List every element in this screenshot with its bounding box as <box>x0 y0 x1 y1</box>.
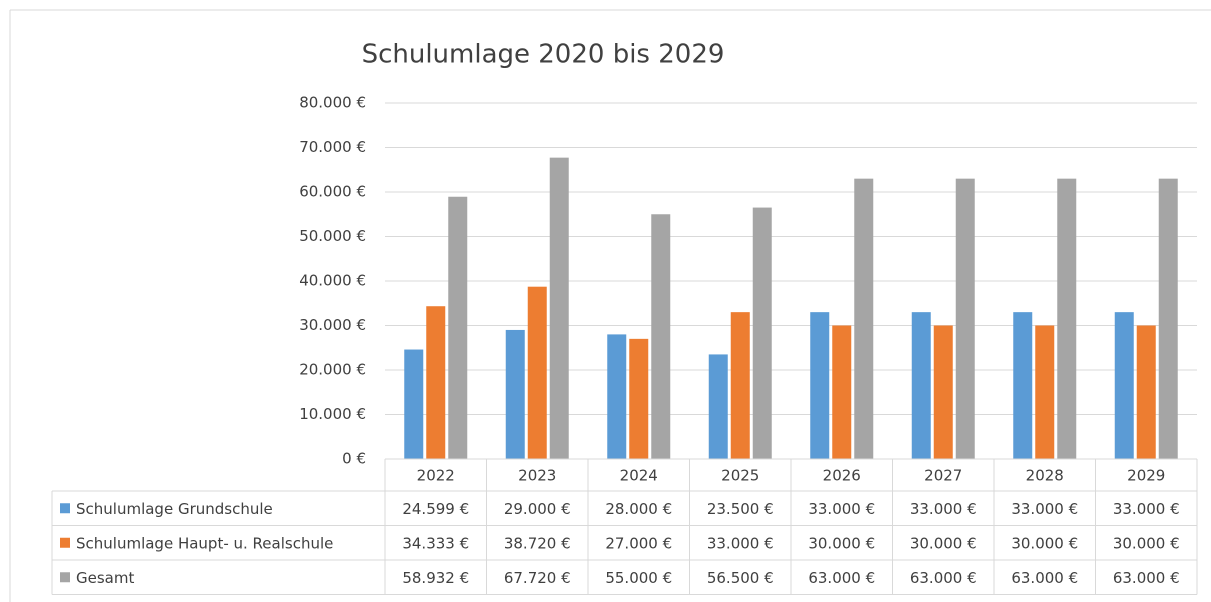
y-tick-label: 10.000 € <box>299 405 366 423</box>
x-tick-label: 2028 <box>1026 467 1064 485</box>
table-value: 33.000 € <box>1113 500 1180 518</box>
bar <box>1035 325 1055 459</box>
table-value: 63.000 € <box>1011 569 1078 587</box>
bar <box>1013 312 1033 459</box>
y-tick-label: 40.000 € <box>299 272 366 290</box>
y-tick-label: 70.000 € <box>299 138 366 156</box>
bar <box>1114 312 1134 459</box>
table-value: 33.000 € <box>707 534 774 552</box>
bar <box>854 178 874 459</box>
legend-key <box>60 572 70 583</box>
table-value: 30.000 € <box>1113 534 1180 552</box>
bar <box>752 207 772 459</box>
bar <box>810 312 830 459</box>
legend-label: Gesamt <box>76 569 134 587</box>
legend-key <box>60 537 70 548</box>
x-tick-label: 2025 <box>721 467 759 485</box>
x-tick-label: 2026 <box>823 467 861 485</box>
legend-label: Schulumlage Haupt- u. Realschule <box>76 534 333 552</box>
bar <box>505 329 525 459</box>
bar <box>911 312 931 459</box>
bar <box>708 354 728 459</box>
table-value: 33.000 € <box>1011 500 1078 518</box>
bar <box>629 338 649 459</box>
table-value: 30.000 € <box>808 534 875 552</box>
table-value: 55.000 € <box>605 569 672 587</box>
bar <box>607 334 627 459</box>
table-value: 24.599 € <box>402 500 469 518</box>
bar <box>448 196 468 459</box>
legend-label: Schulumlage Grundschule <box>76 500 273 518</box>
table-value: 23.500 € <box>707 500 774 518</box>
x-tick-label: 2029 <box>1127 467 1165 485</box>
table-value: 30.000 € <box>910 534 977 552</box>
table-value: 28.000 € <box>605 500 672 518</box>
x-tick-label: 2022 <box>417 467 455 485</box>
table-value: 58.932 € <box>402 569 469 587</box>
bar <box>651 214 671 459</box>
legend-key <box>60 503 70 514</box>
table-value: 33.000 € <box>910 500 977 518</box>
table-value: 63.000 € <box>808 569 875 587</box>
table-value: 29.000 € <box>504 500 571 518</box>
x-tick-label: 2023 <box>518 467 556 485</box>
bar <box>730 312 750 459</box>
bar <box>955 178 975 459</box>
table-value: 30.000 € <box>1011 534 1078 552</box>
x-tick-label: 2027 <box>924 467 962 485</box>
table-value: 63.000 € <box>910 569 977 587</box>
bar <box>1136 325 1156 459</box>
bar <box>549 157 569 459</box>
table-value: 63.000 € <box>1113 569 1180 587</box>
bar <box>404 349 424 459</box>
bar <box>527 286 547 459</box>
y-tick-label: 30.000 € <box>299 316 366 334</box>
bar <box>933 325 953 459</box>
table-value: 33.000 € <box>808 500 875 518</box>
y-tick-label: 60.000 € <box>299 183 366 201</box>
bar <box>1057 178 1077 459</box>
y-tick-label: 0 € <box>342 450 366 468</box>
table-value: 38.720 € <box>504 534 571 552</box>
bar <box>832 325 852 459</box>
y-tick-label: 50.000 € <box>299 227 366 245</box>
x-tick-label: 2024 <box>620 467 658 485</box>
table-value: 27.000 € <box>605 534 672 552</box>
table-value: 67.720 € <box>504 569 571 587</box>
table-value: 34.333 € <box>402 534 469 552</box>
chart-title: Schulumlage 2020 bis 2029 <box>362 40 725 70</box>
y-tick-label: 80.000 € <box>299 94 366 112</box>
bar <box>1158 178 1178 459</box>
y-tick-label: 20.000 € <box>299 361 366 379</box>
bar <box>426 306 446 459</box>
table-value: 56.500 € <box>707 569 774 587</box>
